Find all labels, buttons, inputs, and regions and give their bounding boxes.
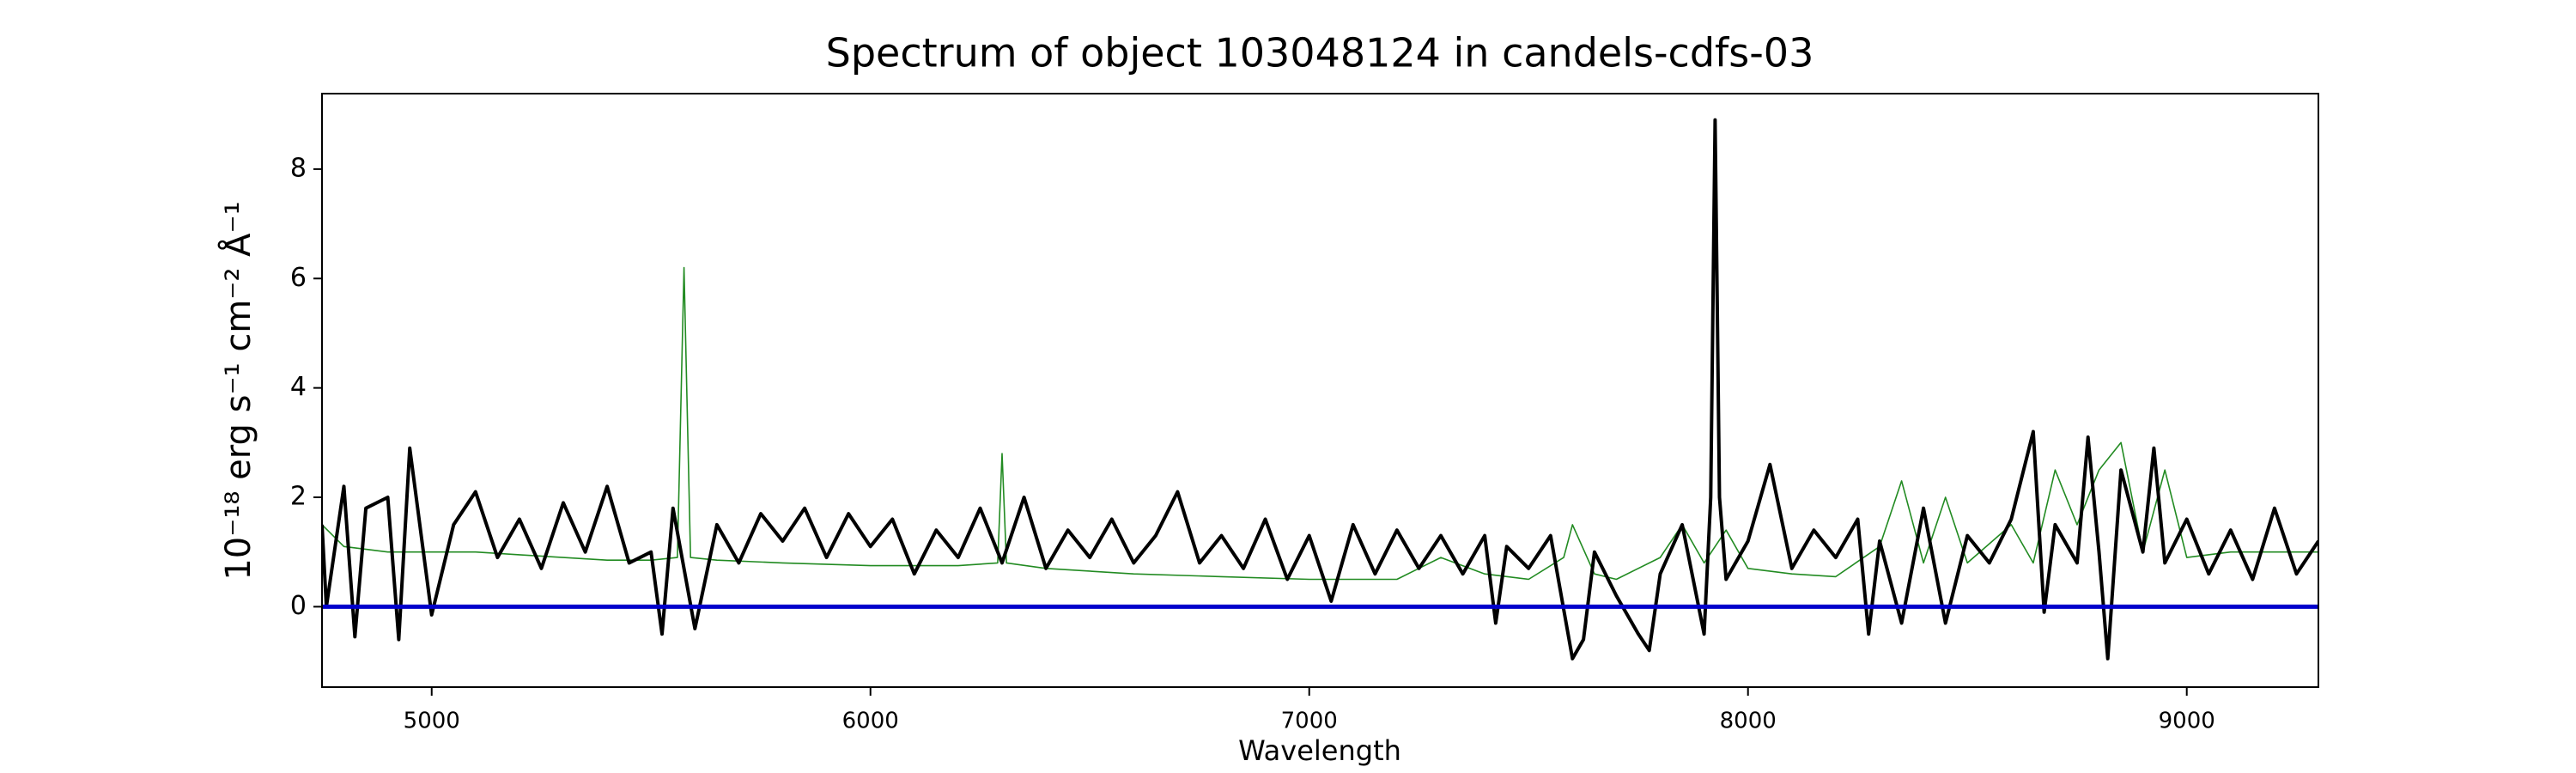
x-tick-label: 5000 <box>404 709 460 734</box>
spectrum-line <box>322 266 2318 581</box>
y-tick-label: 6 <box>290 263 307 293</box>
x-axis-label: Wavelength <box>1238 734 1401 767</box>
y-tick-label: 2 <box>290 482 307 512</box>
x-tick-label: 7000 <box>1281 709 1338 734</box>
plot-frame <box>321 93 2319 688</box>
x-tick-label: 9000 <box>2159 709 2215 734</box>
spectrum-line <box>322 118 2318 660</box>
plot-area <box>322 118 2318 660</box>
y-tick-label: 0 <box>290 591 307 621</box>
x-tick-label: 6000 <box>842 709 899 734</box>
y-tick-label: 4 <box>290 372 307 402</box>
x-tick-label: 8000 <box>1720 709 1777 734</box>
y-axis-label: 10⁻¹⁸ erg s⁻¹ cm⁻² Å⁻¹ <box>217 201 258 580</box>
y-tick-label: 8 <box>290 153 307 183</box>
chart-title: Spectrum of object 103048124 in candels-… <box>826 30 1814 76</box>
